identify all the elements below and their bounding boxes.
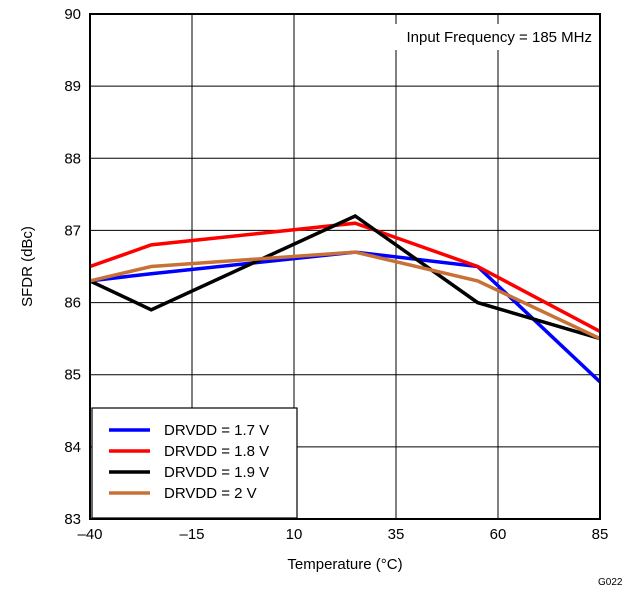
legend-label-2: DRVDD = 1.8 V (164, 443, 269, 460)
annotation: Input Frequency = 185 MHz (355, 24, 598, 50)
series-line-3 (89, 213, 601, 341)
y-tick-label: 86 (64, 295, 81, 312)
legend-box (91, 407, 298, 519)
legend-label-1: DRVDD = 1.7 V (164, 422, 269, 439)
x-tick-label: –40 (77, 526, 102, 543)
series-line-2 (89, 221, 601, 333)
plot-frame (89, 13, 601, 520)
series-lines (89, 213, 602, 384)
x-tick-label: 10 (286, 526, 303, 543)
legend-label-3: DRVDD = 1.9 V (164, 464, 269, 481)
legend: DRVDD = 1.7 V DRVDD = 1.8 V DRVDD = 1.9 V D… (91, 407, 298, 519)
y-tick-label: 84 (64, 439, 81, 456)
x-tick-label: 60 (490, 526, 507, 543)
y-tick-label: 89 (64, 78, 81, 95)
y-tick-label: 90 (64, 6, 81, 23)
x-axis-label: Temperature (°C) (287, 556, 402, 573)
tick-labels: –40 –15 10 35 60 85 83 84 85 86 87 88 89 90 (64, 6, 608, 543)
y-tick-label: 87 (64, 222, 81, 239)
x-tick-label: 35 (388, 526, 405, 543)
x-tick-label: –15 (179, 526, 204, 543)
y-axis-label: SFDR (dBc) (19, 226, 36, 307)
series-line-4 (89, 250, 601, 341)
figure-id: G022 (598, 577, 623, 588)
grid-lines (90, 14, 600, 519)
y-tick-label: 83 (64, 511, 81, 528)
y-tick-label: 85 (64, 367, 81, 384)
y-tick-label: 88 (64, 150, 81, 167)
legend-label-4: DRVDD = 2 V (164, 485, 257, 502)
annotation-text: Input Frequency = 185 MHz (406, 29, 592, 46)
x-tick-label: 85 (592, 526, 609, 543)
